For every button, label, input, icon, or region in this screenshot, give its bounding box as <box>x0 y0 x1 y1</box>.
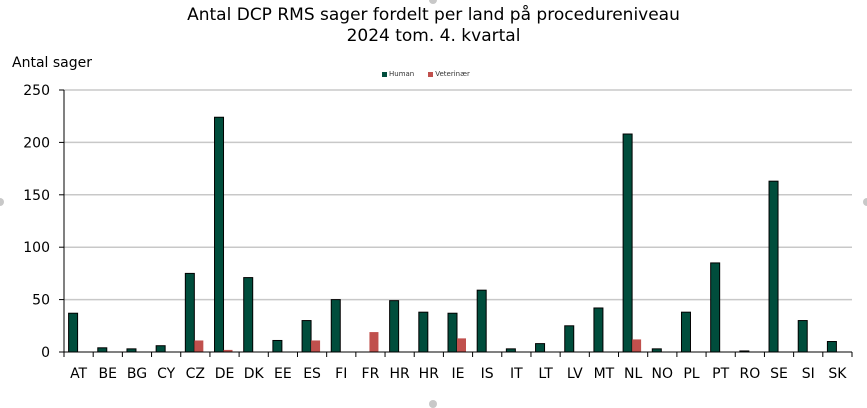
x-tick-label: HR <box>389 366 410 382</box>
bar-veterinaer-ie <box>457 338 466 352</box>
bar-human-lt <box>535 343 546 353</box>
x-tick-label: ES <box>303 366 321 382</box>
bar-human-sk <box>826 341 837 353</box>
bar-human-se <box>768 180 779 353</box>
bar-human-at <box>68 312 79 353</box>
x-tick-label: CZ <box>186 366 205 382</box>
x-tick-label: SK <box>828 366 847 382</box>
y-tick-label: 250 <box>23 83 50 99</box>
bar-human-fi <box>330 299 341 353</box>
x-tick-label: IT <box>510 366 523 382</box>
bar-human-cz <box>184 272 195 353</box>
legend-swatch-human <box>382 71 387 77</box>
x-tick-label: LT <box>538 366 553 382</box>
bar-human-pt <box>710 262 721 353</box>
legend: Human Veterinær <box>382 70 470 78</box>
y-axis-label: Antal sager <box>12 55 92 71</box>
bar-human-es <box>301 320 312 353</box>
bar-human-ie <box>447 312 458 353</box>
bar-human-ee <box>272 339 283 353</box>
legend-label-human: Human <box>389 70 415 78</box>
bar-human-cy <box>155 345 166 353</box>
x-tick-label: SI <box>802 366 815 382</box>
x-tick-label: DE <box>215 366 235 382</box>
bar-human-nl <box>622 133 633 353</box>
bar-human-pl <box>680 311 691 353</box>
x-tick-label: BG <box>127 366 147 382</box>
bar-human-si <box>797 320 808 353</box>
y-tick-label: 150 <box>23 188 50 204</box>
bar-human-is <box>476 289 487 353</box>
x-tick-label: MT <box>594 366 615 382</box>
legend-swatch-veterinaer <box>428 71 434 77</box>
bar-human-dk <box>243 277 254 353</box>
x-tick-label: IE <box>452 366 465 382</box>
bar-human-be <box>97 347 108 353</box>
x-tick-label: PL <box>683 366 699 382</box>
y-tick-label: 200 <box>23 135 50 151</box>
x-tick-label: NO <box>652 366 674 382</box>
x-tick-label: PT <box>712 366 729 382</box>
chart-subtitle: 2024 tom. 4. kvartal <box>346 26 521 46</box>
resize-handle-left[interactable] <box>0 198 4 206</box>
bar-veterinaer-es <box>311 340 321 352</box>
resize-handle-right[interactable] <box>863 198 867 206</box>
chart-title: Antal DCP RMS sager fordelt per land på … <box>0 5 867 47</box>
bar-veterinaer-nl <box>632 339 642 352</box>
legend-label-veterinaer: Veterinær <box>435 70 470 78</box>
x-tick-label: EE <box>274 366 292 382</box>
legend-item-human: Human <box>382 70 414 78</box>
y-tick-label: 50 <box>32 293 50 309</box>
x-tick-label: AT <box>70 366 87 382</box>
bar-veterinaer-fr <box>369 332 379 352</box>
x-tick-label: NL <box>624 366 642 382</box>
x-tick-label: FR <box>362 366 380 382</box>
bar-human-lv <box>564 325 575 353</box>
y-tick-label: 0 <box>41 345 50 361</box>
bar-human-de <box>214 116 225 353</box>
bar-veterinaer-cz <box>194 340 204 352</box>
x-tick-label: BE <box>99 366 117 382</box>
bar-veterinaer-de <box>223 349 233 352</box>
resize-handle-top[interactable] <box>429 0 437 4</box>
bar-human-mt <box>593 307 604 353</box>
x-tick-label: DK <box>244 366 265 382</box>
x-tick-label: FI <box>335 366 347 382</box>
x-tick-label: IS <box>481 366 494 382</box>
x-tick-label: LV <box>567 366 583 382</box>
x-tick-label: HR <box>419 366 440 382</box>
x-tick-label: RO <box>739 366 760 382</box>
bar-human-hr <box>418 311 429 353</box>
resize-handle-bottom[interactable] <box>429 400 437 408</box>
chart-title-line1: Antal DCP RMS sager fordelt per land på … <box>187 5 680 25</box>
x-tick-label: CY <box>157 366 176 382</box>
y-tick-label: 100 <box>23 240 50 256</box>
x-tick-label: SE <box>770 366 788 382</box>
bar-human-hr <box>389 300 400 353</box>
legend-item-veterinaer: Veterinær <box>428 70 470 78</box>
